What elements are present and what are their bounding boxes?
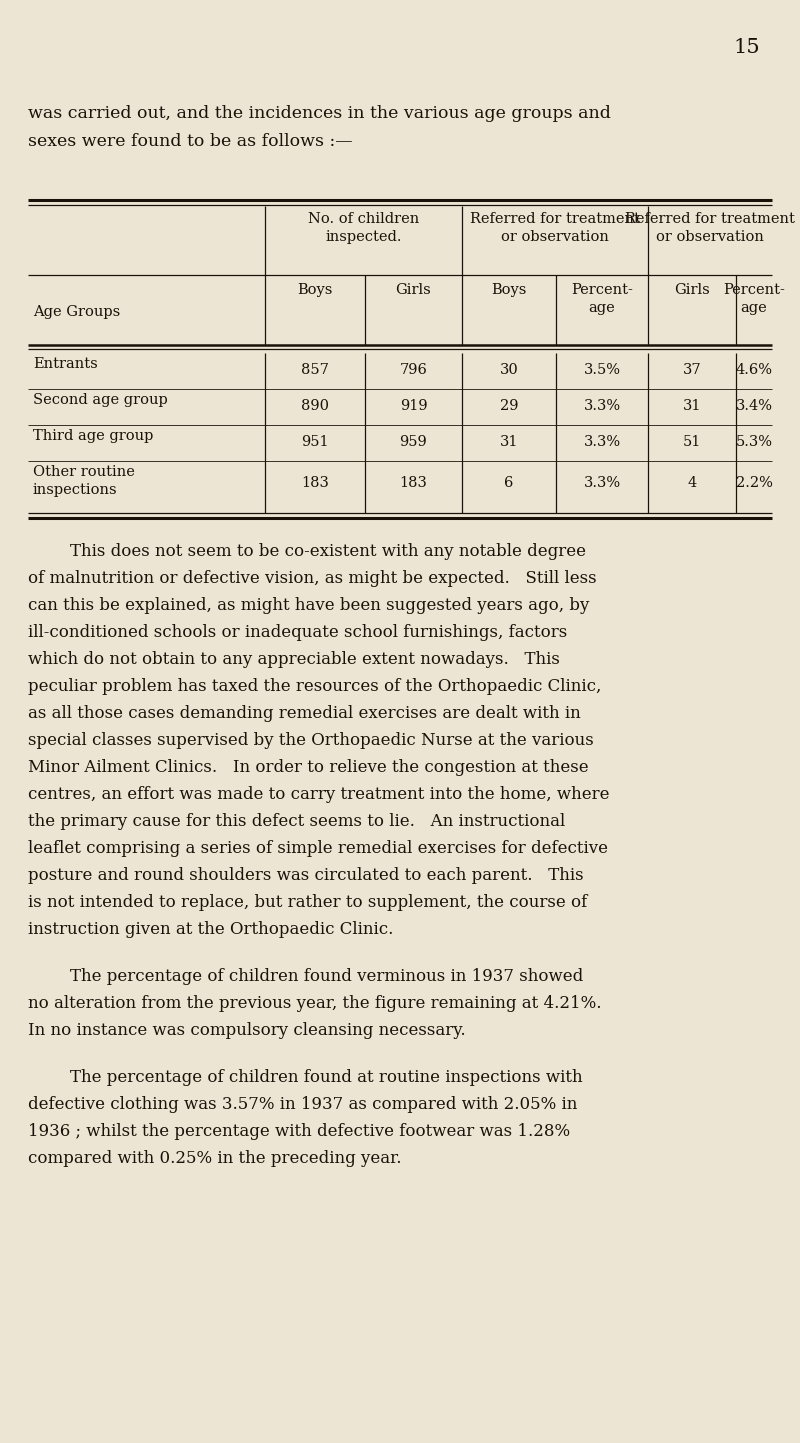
Text: Boys: Boys — [491, 283, 526, 297]
Text: 183: 183 — [399, 476, 427, 491]
Text: Third age group: Third age group — [33, 429, 154, 443]
Text: was carried out, and the incidences in the various age groups and: was carried out, and the incidences in t… — [28, 105, 611, 123]
Text: 29: 29 — [500, 398, 518, 413]
Text: 1936 ; whilst the percentage with defective footwear was 1.28%: 1936 ; whilst the percentage with defect… — [28, 1123, 570, 1140]
Text: 3.5%: 3.5% — [583, 362, 621, 377]
Text: 2.2%: 2.2% — [735, 476, 773, 491]
Text: Minor Ailment Clinics.   In order to relieve the congestion at these: Minor Ailment Clinics. In order to relie… — [28, 759, 589, 776]
Text: which do not obtain to any appreciable extent nowadays.   This: which do not obtain to any appreciable e… — [28, 651, 560, 668]
Text: This does not seem to be co-existent with any notable degree: This does not seem to be co-existent wit… — [28, 543, 586, 560]
Text: is not intended to replace, but rather to supplement, the course of: is not intended to replace, but rather t… — [28, 895, 587, 911]
Text: compared with 0.25% in the preceding year.: compared with 0.25% in the preceding yea… — [28, 1150, 402, 1167]
Text: 4.6%: 4.6% — [735, 362, 773, 377]
Text: 4: 4 — [687, 476, 697, 491]
Text: sexes were found to be as follows :—: sexes were found to be as follows :— — [28, 133, 353, 150]
Text: 857: 857 — [301, 362, 329, 377]
Text: 890: 890 — [301, 398, 329, 413]
Text: Referred for treatment
or observation: Referred for treatment or observation — [625, 212, 795, 244]
Text: 31: 31 — [682, 398, 702, 413]
Text: of malnutrition or defective vision, as might be expected.   Still less: of malnutrition or defective vision, as … — [28, 570, 597, 587]
Text: 51: 51 — [683, 434, 701, 449]
Text: can this be explained, as might have been suggested years ago, by: can this be explained, as might have bee… — [28, 597, 590, 615]
Text: special classes supervised by the Orthopaedic Nurse at the various: special classes supervised by the Orthop… — [28, 732, 594, 749]
Text: Percent-
age: Percent- age — [723, 283, 785, 315]
Text: 183: 183 — [301, 476, 329, 491]
Text: 3.3%: 3.3% — [583, 476, 621, 491]
Text: Percent-
age: Percent- age — [571, 283, 633, 315]
Text: centres, an effort was made to carry treatment into the home, where: centres, an effort was made to carry tre… — [28, 786, 610, 802]
Text: Girls: Girls — [674, 283, 710, 297]
Text: 3.3%: 3.3% — [583, 398, 621, 413]
Text: instruction given at the Orthopaedic Clinic.: instruction given at the Orthopaedic Cli… — [28, 921, 394, 938]
Text: Entrants: Entrants — [33, 356, 98, 371]
Text: 31: 31 — [500, 434, 518, 449]
Text: peculiar problem has taxed the resources of the Orthopaedic Clinic,: peculiar problem has taxed the resources… — [28, 678, 602, 696]
Text: Other routine
inspections: Other routine inspections — [33, 465, 135, 496]
Text: Age Groups: Age Groups — [33, 304, 120, 319]
Text: ill-conditioned schools or inadequate school furnishings, factors: ill-conditioned schools or inadequate sc… — [28, 623, 567, 641]
Text: The percentage of children found at routine inspections with: The percentage of children found at rout… — [28, 1069, 582, 1087]
Text: 796: 796 — [399, 362, 427, 377]
Text: Boys: Boys — [298, 283, 333, 297]
Text: The percentage of children found verminous in 1937 showed: The percentage of children found vermino… — [28, 968, 583, 986]
Text: No. of children
inspected.: No. of children inspected. — [308, 212, 419, 244]
Text: defective clothing was 3.57% in 1937 as compared with 2.05% in: defective clothing was 3.57% in 1937 as … — [28, 1097, 578, 1113]
Text: 959: 959 — [400, 434, 427, 449]
Text: 919: 919 — [400, 398, 427, 413]
Text: 15: 15 — [734, 38, 760, 58]
Text: posture and round shoulders was circulated to each parent.   This: posture and round shoulders was circulat… — [28, 867, 584, 885]
Text: as all those cases demanding remedial exercises are dealt with in: as all those cases demanding remedial ex… — [28, 706, 581, 722]
Text: 30: 30 — [500, 362, 518, 377]
Text: 3.4%: 3.4% — [735, 398, 773, 413]
Text: Girls: Girls — [396, 283, 431, 297]
Text: 37: 37 — [682, 362, 702, 377]
Text: 951: 951 — [301, 434, 329, 449]
Text: 5.3%: 5.3% — [735, 434, 773, 449]
Text: Second age group: Second age group — [33, 392, 168, 407]
Text: leaflet comprising a series of simple remedial exercises for defective: leaflet comprising a series of simple re… — [28, 840, 608, 857]
Text: the primary cause for this defect seems to lie.   An instructional: the primary cause for this defect seems … — [28, 812, 566, 830]
Text: 3.3%: 3.3% — [583, 434, 621, 449]
Text: In no instance was compulsory cleansing necessary.: In no instance was compulsory cleansing … — [28, 1022, 466, 1039]
Text: no alteration from the previous year, the figure remaining at 4.21%.: no alteration from the previous year, th… — [28, 996, 602, 1012]
Text: Referred for treatment
or observation: Referred for treatment or observation — [470, 212, 640, 244]
Text: 6: 6 — [504, 476, 514, 491]
